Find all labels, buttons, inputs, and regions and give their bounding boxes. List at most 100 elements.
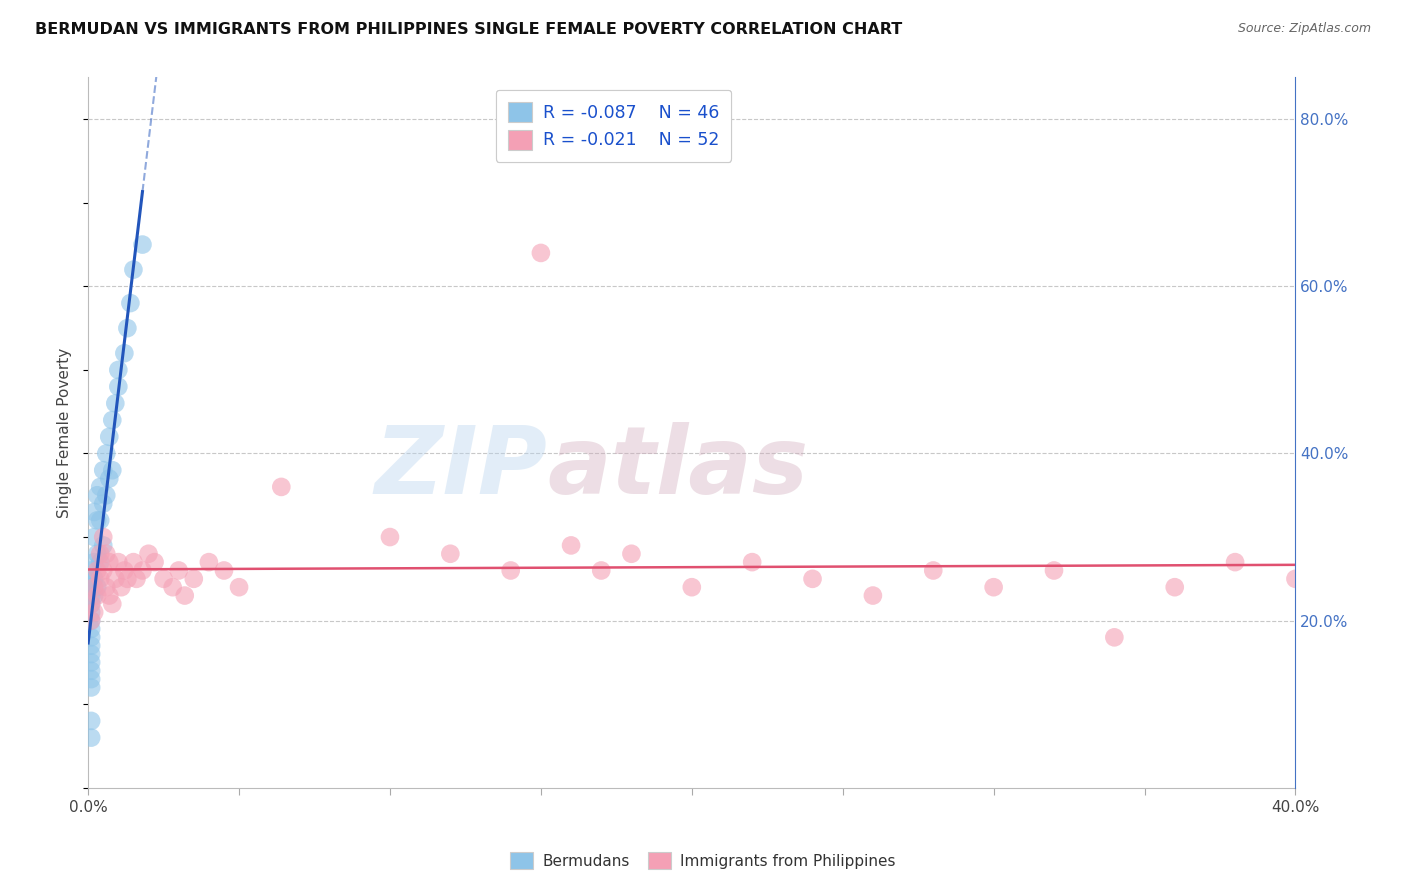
Text: BERMUDAN VS IMMIGRANTS FROM PHILIPPINES SINGLE FEMALE POVERTY CORRELATION CHART: BERMUDAN VS IMMIGRANTS FROM PHILIPPINES … — [35, 22, 903, 37]
Point — [80, 572, 103, 586]
Point — [439, 547, 461, 561]
Point — [120, 296, 142, 310]
Point — [117, 321, 139, 335]
Point — [80, 564, 103, 578]
Point — [530, 246, 553, 260]
Text: Source: ZipAtlas.com: Source: ZipAtlas.com — [1237, 22, 1371, 36]
Y-axis label: Single Female Poverty: Single Female Poverty — [58, 348, 72, 517]
Point — [80, 597, 103, 611]
Point — [83, 605, 105, 619]
Point — [83, 589, 105, 603]
Point — [98, 430, 121, 444]
Point — [152, 572, 174, 586]
Point — [80, 597, 103, 611]
Legend: R = -0.087    N = 46, R = -0.021    N = 52: R = -0.087 N = 46, R = -0.021 N = 52 — [496, 90, 731, 161]
Point — [98, 589, 121, 603]
Point — [122, 555, 145, 569]
Point — [83, 572, 105, 586]
Point — [80, 656, 103, 670]
Point — [91, 538, 114, 552]
Point — [922, 564, 945, 578]
Point — [80, 714, 103, 728]
Point — [96, 446, 118, 460]
Point — [83, 580, 105, 594]
Point — [107, 555, 129, 569]
Point — [80, 681, 103, 695]
Point — [96, 547, 118, 561]
Point — [83, 555, 105, 569]
Point — [89, 513, 111, 527]
Point — [138, 547, 160, 561]
Point — [80, 631, 103, 645]
Point — [80, 664, 103, 678]
Point — [96, 488, 118, 502]
Point — [80, 622, 103, 636]
Point — [112, 346, 135, 360]
Point — [131, 237, 153, 252]
Point — [117, 572, 139, 586]
Point — [1164, 580, 1187, 594]
Point — [620, 547, 643, 561]
Point — [80, 614, 103, 628]
Point — [80, 580, 103, 594]
Point — [89, 547, 111, 561]
Point — [107, 363, 129, 377]
Point — [801, 572, 824, 586]
Point — [101, 413, 124, 427]
Point — [741, 555, 763, 569]
Point — [80, 647, 103, 661]
Point — [1284, 572, 1306, 586]
Point — [80, 731, 103, 745]
Point — [91, 530, 114, 544]
Point — [125, 572, 148, 586]
Point — [122, 262, 145, 277]
Point — [101, 463, 124, 477]
Point — [98, 472, 121, 486]
Point — [89, 480, 111, 494]
Text: ZIP: ZIP — [374, 422, 547, 514]
Point — [560, 538, 582, 552]
Point — [86, 589, 108, 603]
Point — [104, 572, 127, 586]
Point — [591, 564, 613, 578]
Point — [96, 580, 118, 594]
Point — [162, 580, 184, 594]
Point — [499, 564, 522, 578]
Point — [1043, 564, 1066, 578]
Point — [212, 564, 235, 578]
Point — [112, 564, 135, 578]
Point — [80, 589, 103, 603]
Point — [183, 572, 205, 586]
Text: atlas: atlas — [547, 422, 808, 514]
Legend: Bermudans, Immigrants from Philippines: Bermudans, Immigrants from Philippines — [505, 846, 901, 875]
Point — [228, 580, 250, 594]
Point — [131, 564, 153, 578]
Point — [173, 589, 195, 603]
Point — [110, 580, 132, 594]
Point — [86, 547, 108, 561]
Point — [107, 379, 129, 393]
Point — [86, 580, 108, 594]
Point — [101, 597, 124, 611]
Point — [1104, 631, 1126, 645]
Point — [83, 530, 105, 544]
Point — [91, 497, 114, 511]
Point — [86, 513, 108, 527]
Point — [104, 396, 127, 410]
Point — [143, 555, 166, 569]
Point — [983, 580, 1005, 594]
Point — [80, 672, 103, 686]
Point — [91, 564, 114, 578]
Point — [1223, 555, 1246, 569]
Point — [681, 580, 703, 594]
Point — [198, 555, 221, 569]
Point — [167, 564, 190, 578]
Point — [89, 572, 111, 586]
Point — [86, 488, 108, 502]
Point — [80, 605, 103, 619]
Point — [83, 505, 105, 519]
Point — [378, 530, 401, 544]
Point — [270, 480, 292, 494]
Point — [86, 564, 108, 578]
Point — [91, 463, 114, 477]
